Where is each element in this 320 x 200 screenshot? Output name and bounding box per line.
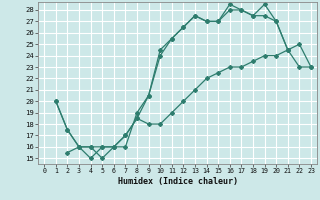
X-axis label: Humidex (Indice chaleur): Humidex (Indice chaleur)	[118, 177, 238, 186]
